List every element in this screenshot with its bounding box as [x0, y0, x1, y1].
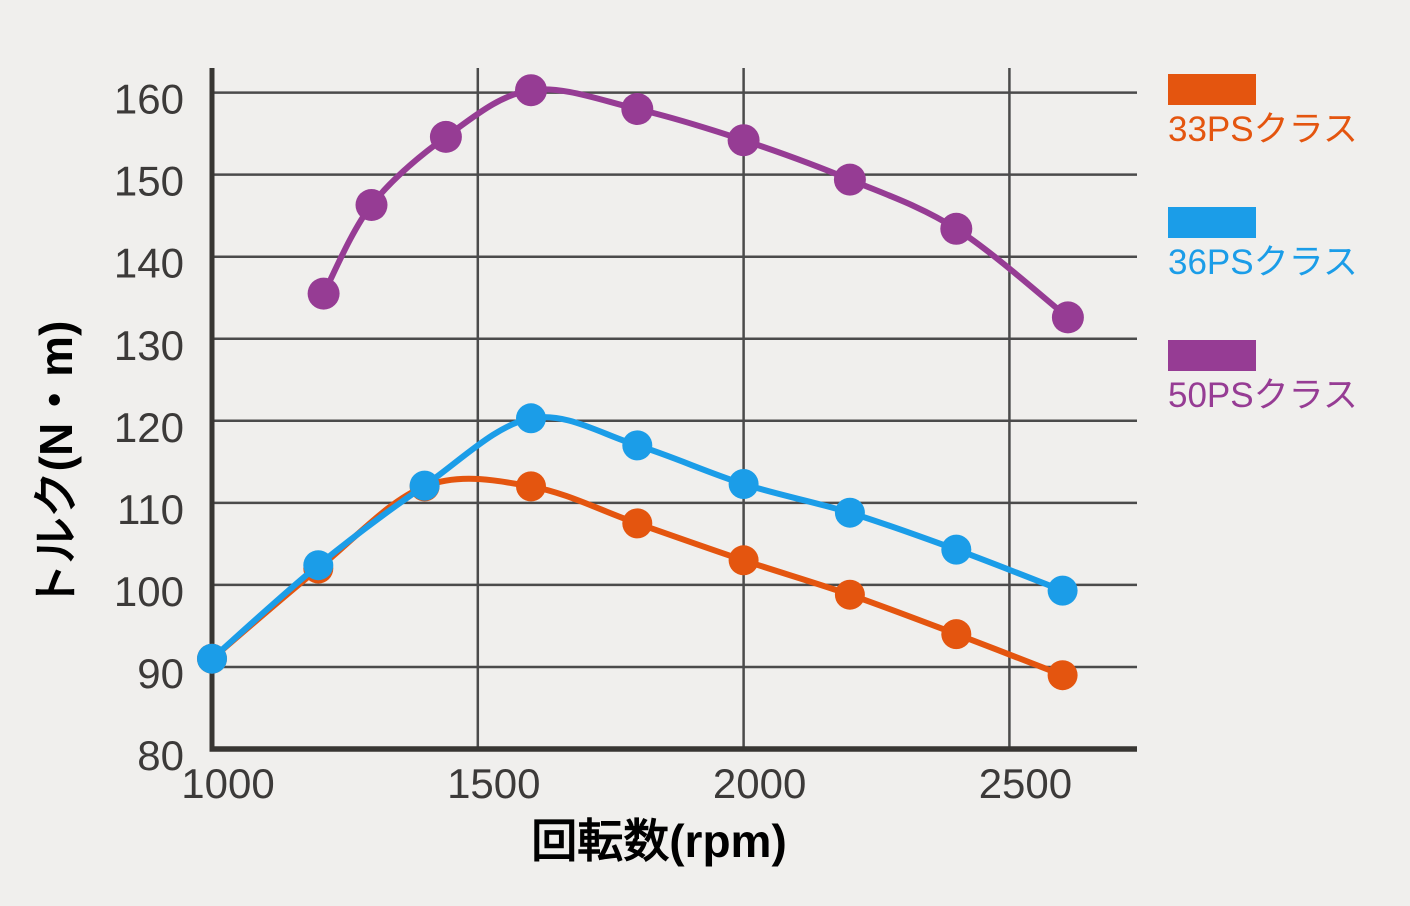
data-point-36ps: [1047, 575, 1078, 606]
gridlines: [212, 68, 1137, 749]
data-point-36ps: [834, 497, 865, 528]
legend-item-50ps: 50PSクラス: [1168, 340, 1358, 416]
legend-swatch-33ps: [1168, 74, 1256, 105]
axes: [209, 68, 1137, 752]
data-point-33ps: [622, 508, 653, 539]
x-axis-title: 回転数(rpm): [531, 815, 787, 867]
y-tick-label: 130: [114, 322, 184, 369]
x-tick-label: 2000: [713, 760, 806, 807]
tick-labels: 80 90 100 110 120 130 140 150 160 1000 1500 2000 250…: [114, 76, 1072, 807]
x-tick-label: 1500: [447, 760, 540, 807]
y-tick-label: 100: [114, 568, 184, 615]
data-point-33ps: [728, 545, 759, 576]
legend-item-36ps: 36PSクラス: [1168, 207, 1358, 283]
data-point-50ps: [727, 124, 760, 157]
legend-swatch-50ps: [1168, 340, 1256, 371]
data-point-50ps: [515, 74, 547, 107]
x-tick-label: 2500: [979, 760, 1072, 807]
legend: 33PSクラス 36PSクラス 50PSクラス: [1168, 74, 1358, 473]
y-axis-title: トルク(N・m): [30, 321, 82, 610]
data-point-33ps: [1047, 660, 1078, 691]
data-point-36ps: [197, 643, 227, 674]
series-line-50ps: [320, 86, 1071, 321]
data-point-50ps: [833, 163, 866, 196]
legend-label-36ps: 36PSクラス: [1168, 243, 1358, 282]
data-point-36ps: [622, 430, 653, 461]
y-tick-label: 90: [137, 650, 184, 697]
legend-swatch-36ps: [1168, 207, 1256, 238]
series-line-33ps: [209, 475, 1066, 679]
data-point-33ps: [834, 579, 865, 610]
data-point-50ps: [1051, 301, 1084, 334]
y-tick-label: 160: [114, 76, 184, 123]
data-point-36ps: [409, 470, 440, 501]
data-point-36ps: [516, 403, 546, 434]
data-point-50ps: [307, 277, 340, 310]
legend-item-33ps: 33PSクラス: [1168, 74, 1358, 150]
data-point-36ps: [728, 469, 759, 499]
y-tick-label: 150: [114, 158, 184, 205]
data-point-50ps: [621, 93, 654, 125]
data-point-33ps: [941, 619, 972, 650]
data-point-50ps: [355, 189, 388, 221]
y-tick-label: 140: [114, 240, 184, 287]
data-point-36ps: [941, 534, 972, 565]
x-tick-label: 1000: [181, 760, 274, 807]
series-lines: [197, 74, 1084, 691]
data-point-50ps: [429, 120, 462, 153]
data-point-33ps: [516, 471, 546, 502]
legend-label-33ps: 33PSクラス: [1168, 110, 1358, 149]
data-point-50ps: [940, 212, 973, 245]
data-point-36ps: [303, 550, 334, 581]
legend-label-50ps: 50PSクラス: [1168, 376, 1358, 415]
y-tick-label: 120: [114, 404, 184, 451]
y-tick-label: 110: [117, 486, 184, 533]
y-tick-label: 80: [137, 732, 184, 779]
